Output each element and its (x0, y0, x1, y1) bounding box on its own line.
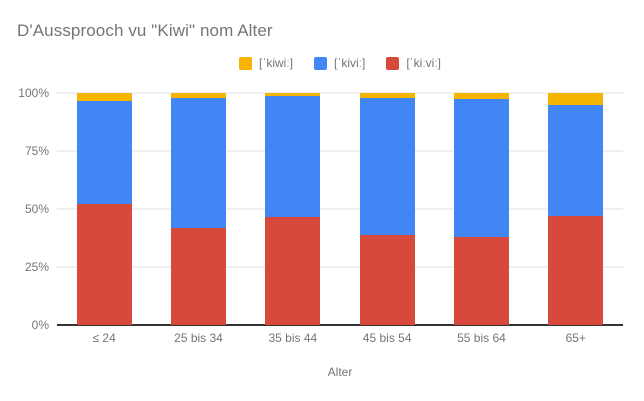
x-tick-label: ≤ 24 (92, 331, 116, 345)
gridline (57, 266, 623, 268)
x-axis-title: Alter (327, 365, 353, 379)
bar-group (434, 93, 528, 325)
gridline (57, 150, 623, 152)
legend-swatch-icon (238, 56, 252, 70)
stacked-bar (76, 93, 132, 325)
legend: [ˈkiwiː] [ˈkiviː] [ˈkiːviː] (57, 55, 623, 71)
legend-item: [ˈkiwiː] (238, 56, 293, 70)
bar-group (151, 93, 245, 325)
stacked-bar (548, 93, 604, 325)
bar-segment (548, 104, 604, 216)
bar-segment (171, 227, 226, 325)
bar-group (246, 93, 340, 325)
bar-segment (359, 97, 415, 235)
x-tick-label: 25 bis 34 (174, 331, 223, 345)
legend-swatch-icon (313, 56, 327, 70)
bar-series (57, 93, 623, 325)
y-tick-label: 25% (24, 260, 49, 274)
y-tick-label: 75% (24, 144, 49, 158)
legend-swatch-icon (386, 56, 400, 70)
bar-segment (359, 234, 415, 325)
bar-segment (265, 93, 321, 97)
bar-segment (454, 93, 509, 99)
legend-label: [ˈkiviː] (333, 56, 366, 70)
bar-group (340, 93, 434, 325)
x-tick-label: 35 bis 44 (268, 331, 318, 345)
bar-group (57, 93, 151, 325)
bar-segment (76, 204, 132, 325)
bar-segment (76, 93, 132, 102)
x-axis-baseline (57, 324, 623, 326)
gridline (57, 92, 623, 94)
legend-item: [ˈkiviː] (313, 56, 366, 70)
bar-group (529, 93, 623, 325)
x-tick-label: 55 bis 64 (457, 331, 506, 345)
bar-segment (454, 236, 509, 325)
y-tick-label: 50% (24, 202, 49, 216)
legend-label: [ˈkiːviː] (406, 56, 441, 70)
y-tick-label: 0% (31, 318, 49, 332)
plot-area: 100% 75% 50% 25% 0% (18, 86, 623, 332)
legend-item: [ˈkiːviː] (386, 56, 441, 70)
bar-segment (265, 96, 321, 218)
legend-label: [ˈkiwiː] (258, 56, 293, 70)
x-tick-label: 65+ (565, 331, 586, 345)
stacked-bar (265, 93, 321, 325)
x-tick-label: 45 bis 54 (362, 331, 412, 345)
bar-segment (454, 98, 509, 237)
stacked-bar (171, 93, 226, 325)
stacked-bar (359, 93, 415, 325)
bar-segment (359, 93, 415, 98)
x-axis-labels: ≤ 24 25 bis 34 35 bis 44 45 bis 54 55 bis 64… (57, 331, 623, 346)
bar-segment (171, 97, 226, 228)
bar-segment (548, 215, 604, 325)
bar-segment (548, 93, 604, 105)
gridline (57, 208, 623, 210)
bar-segment (265, 217, 321, 325)
chart-title: D'Aussprooch vu "Kiwi" nom Alter (17, 21, 273, 40)
bar-segment (171, 93, 226, 98)
bar-segment (76, 101, 132, 205)
stacked-bar (454, 93, 509, 325)
y-tick-label: 100% (18, 86, 49, 100)
